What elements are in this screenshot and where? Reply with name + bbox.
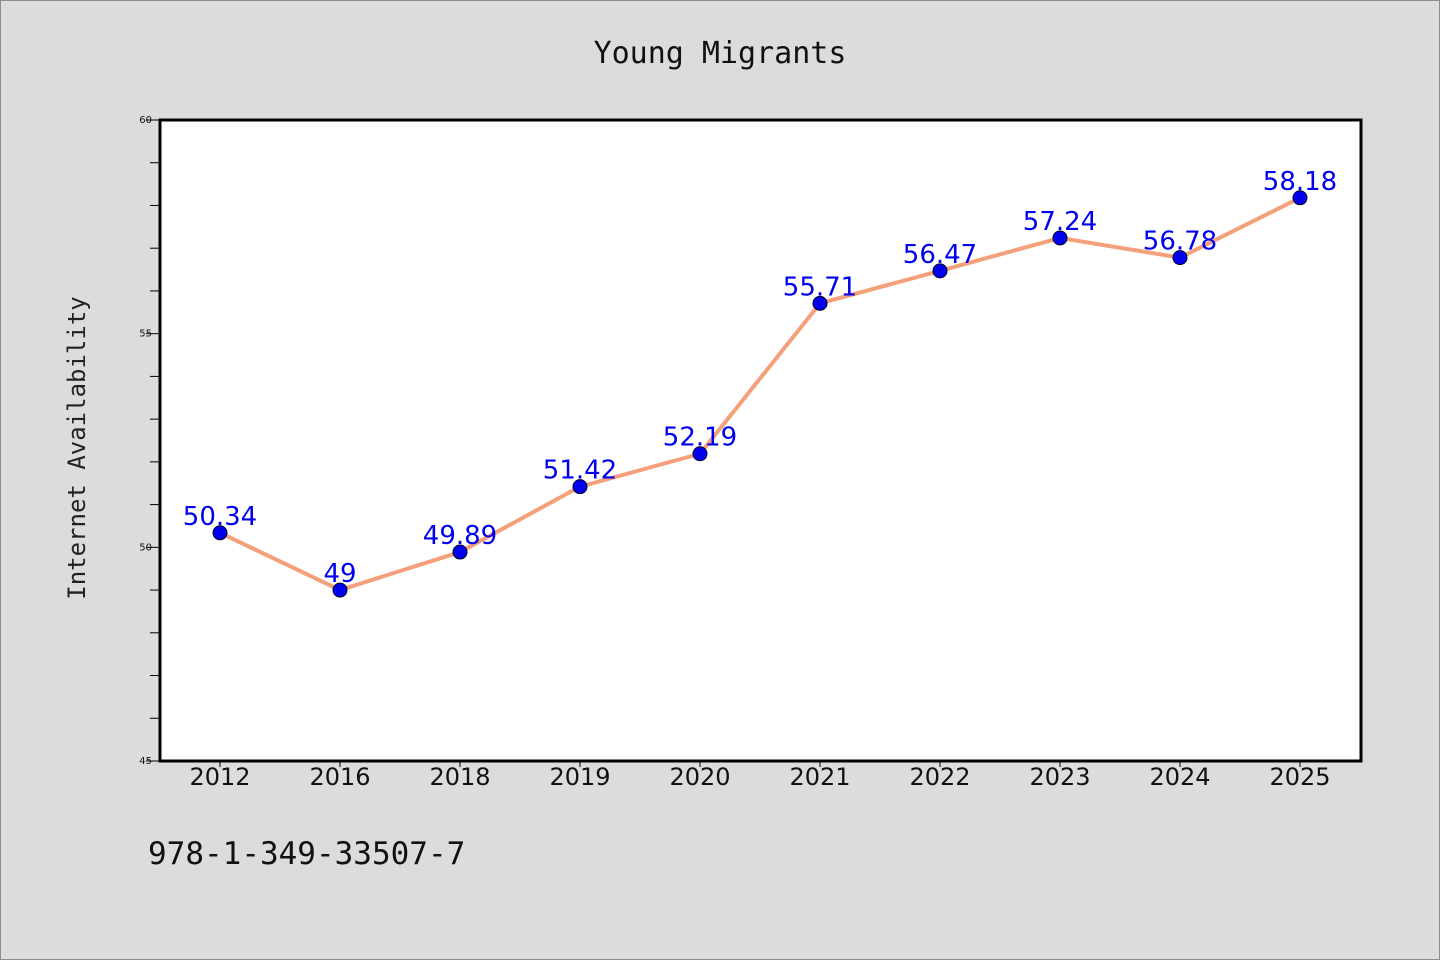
data-label: 49 bbox=[323, 559, 356, 589]
data-point bbox=[332, 582, 348, 598]
y-axis-label: Internet Availability bbox=[63, 296, 91, 599]
data-label: 50.34 bbox=[183, 502, 257, 532]
data-label: 57.24 bbox=[1023, 207, 1097, 237]
x-tick-label: 2018 bbox=[429, 763, 490, 791]
data-label: 51.42 bbox=[543, 456, 617, 486]
y-tick-label: 45 bbox=[139, 756, 152, 767]
chart-title: Young Migrants bbox=[594, 36, 847, 71]
x-tick-label: 2023 bbox=[1029, 763, 1090, 791]
y-tick-label: 55 bbox=[139, 329, 152, 340]
markers-group bbox=[212, 190, 1308, 598]
data-point bbox=[1172, 250, 1188, 266]
x-tick-label: 2020 bbox=[669, 763, 730, 791]
data-label: 58.18 bbox=[1263, 167, 1337, 197]
data-point bbox=[692, 446, 708, 462]
x-tick-label: 2012 bbox=[189, 763, 250, 791]
x-axis: 2012 2016 2018 2019 2020 2021 2022 2023 2024 2025 bbox=[189, 761, 1331, 791]
series-line bbox=[219, 195, 1301, 593]
plot-area bbox=[158, 118, 1363, 763]
x-tick-label: 2021 bbox=[789, 763, 850, 791]
data-point bbox=[932, 263, 948, 279]
x-tick-label: 2024 bbox=[1149, 763, 1210, 791]
data-point bbox=[212, 525, 228, 541]
x-tick-label: 2022 bbox=[909, 763, 970, 791]
x-tick-label: 2016 bbox=[309, 763, 370, 791]
data-point bbox=[1292, 190, 1308, 206]
data-label: 56.47 bbox=[903, 240, 977, 270]
data-label: 52.19 bbox=[663, 423, 737, 453]
x-tick-label: 2025 bbox=[1269, 763, 1330, 791]
y-tick-label: 50 bbox=[139, 542, 152, 553]
data-label: 55.71 bbox=[783, 272, 857, 302]
data-label: 56.78 bbox=[1143, 227, 1217, 257]
data-labels-group: 50.34 49 49.89 51.42 52.19 55.71 56.47 57.24 56.… bbox=[183, 167, 1337, 589]
data-point bbox=[812, 295, 828, 311]
y-tick-label: 60 bbox=[139, 115, 152, 126]
y-axis: 45 50 55 60 bbox=[139, 115, 160, 767]
data-label: 49.89 bbox=[423, 521, 497, 551]
isbn-text: 978-1-349-33507-7 bbox=[148, 836, 465, 872]
series-line-group bbox=[219, 195, 1301, 593]
data-point bbox=[572, 479, 588, 495]
data-point bbox=[1052, 230, 1068, 246]
x-tick-label: 2019 bbox=[549, 763, 610, 791]
data-point bbox=[452, 544, 468, 560]
